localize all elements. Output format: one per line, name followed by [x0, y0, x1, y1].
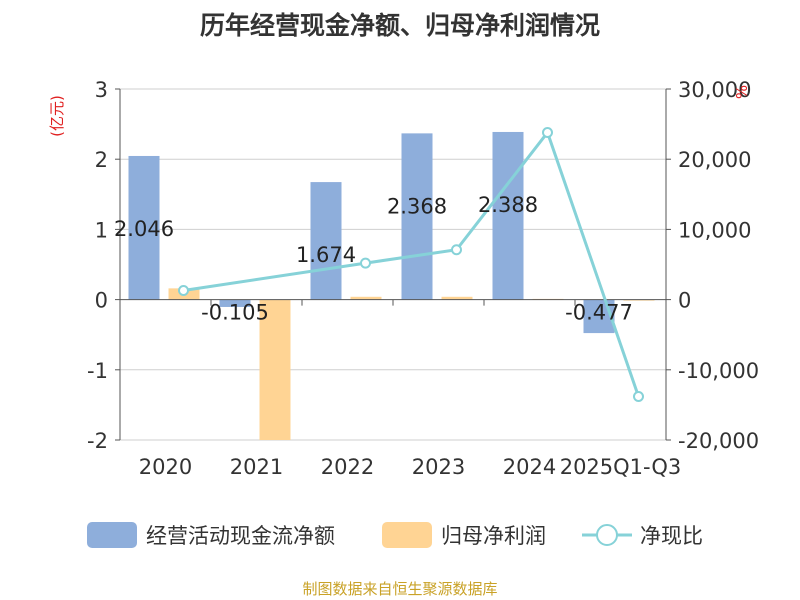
data-label-2025Q1-Q3: -0.477	[565, 301, 633, 325]
right-tick-label: 20,000	[678, 148, 751, 172]
data-label-2024: 2.388	[478, 193, 538, 217]
ratio-point-2024	[542, 127, 553, 139]
grid-lines	[120, 88, 666, 441]
left-tick-label: -2	[87, 429, 108, 453]
profit-bar-2021	[259, 299, 291, 440]
cashflow-bar-2021	[219, 299, 251, 307]
right-tick-label: 30,000	[678, 78, 751, 102]
left-tick-label: 1	[95, 218, 108, 242]
x-tick-label: 2021	[230, 455, 283, 479]
data-label-2023: 2.368	[387, 194, 447, 218]
ratio-point-2023	[451, 244, 462, 256]
ratio-line	[178, 127, 644, 402]
axes: 3 2 1 0 -1 -2 30,000 20,000 10,000 0 -10,000 -20,00…	[48, 78, 759, 479]
left-tick-label: -1	[87, 359, 108, 383]
data-label-2020: 2.046	[114, 217, 174, 241]
chart-title: 历年经营现金净额、归母净利润情况	[199, 11, 600, 40]
x-tick-label: 2023	[412, 455, 465, 479]
right-axis-unit: %	[733, 85, 751, 99]
left-tick-label: 2	[95, 148, 108, 172]
legend-marker-净现比	[596, 524, 618, 546]
cashflow-bar-2022	[310, 182, 342, 300]
right-tick-label: -10,000	[678, 359, 759, 383]
legend-label-净现比: 净现比	[640, 524, 703, 548]
data-source-note: 制图数据来自恒生聚源数据库	[302, 580, 498, 598]
left-axis-unit: (亿元)	[48, 95, 66, 137]
legend: 经营活动现金流净额 归母净利润 净现比	[87, 522, 703, 548]
data-labels: 2.046 -0.105 1.674 2.368 2.388 -0.477	[114, 193, 633, 325]
cashflow-bar-2020	[128, 155, 160, 300]
right-tick-label: 0	[678, 289, 691, 313]
ratio-point-2025Q1-Q3	[633, 390, 644, 402]
data-label-2022: 1.674	[296, 243, 356, 267]
cashflow-bar-2024	[492, 131, 524, 300]
left-tick-label: 3	[95, 78, 108, 102]
right-tick-label: 10,000	[678, 218, 751, 242]
x-tick-label: 2025Q1-Q3	[560, 455, 682, 479]
right-tick-label: -20,000	[678, 429, 759, 453]
cashflow-bar-2023	[401, 133, 433, 300]
legend-label-归母净利润: 归母净利润	[441, 524, 546, 548]
profit-bar-2023	[441, 296, 473, 300]
x-tick-label: 2020	[139, 455, 192, 479]
left-tick-label: 0	[95, 289, 108, 313]
x-tick-label: 2024	[503, 455, 556, 479]
profit-bar-2022	[350, 296, 382, 300]
data-label-2021: -0.105	[201, 301, 269, 325]
x-tick-label: 2022	[321, 455, 374, 479]
legend-swatch-归母净利润	[382, 522, 432, 548]
legend-swatch-经营活动现金流净额	[87, 522, 137, 548]
legend-label-经营活动现金流净额: 经营活动现金流净额	[146, 524, 335, 548]
ratio-point-2020	[178, 284, 189, 296]
ratio-point-2022	[360, 257, 371, 269]
